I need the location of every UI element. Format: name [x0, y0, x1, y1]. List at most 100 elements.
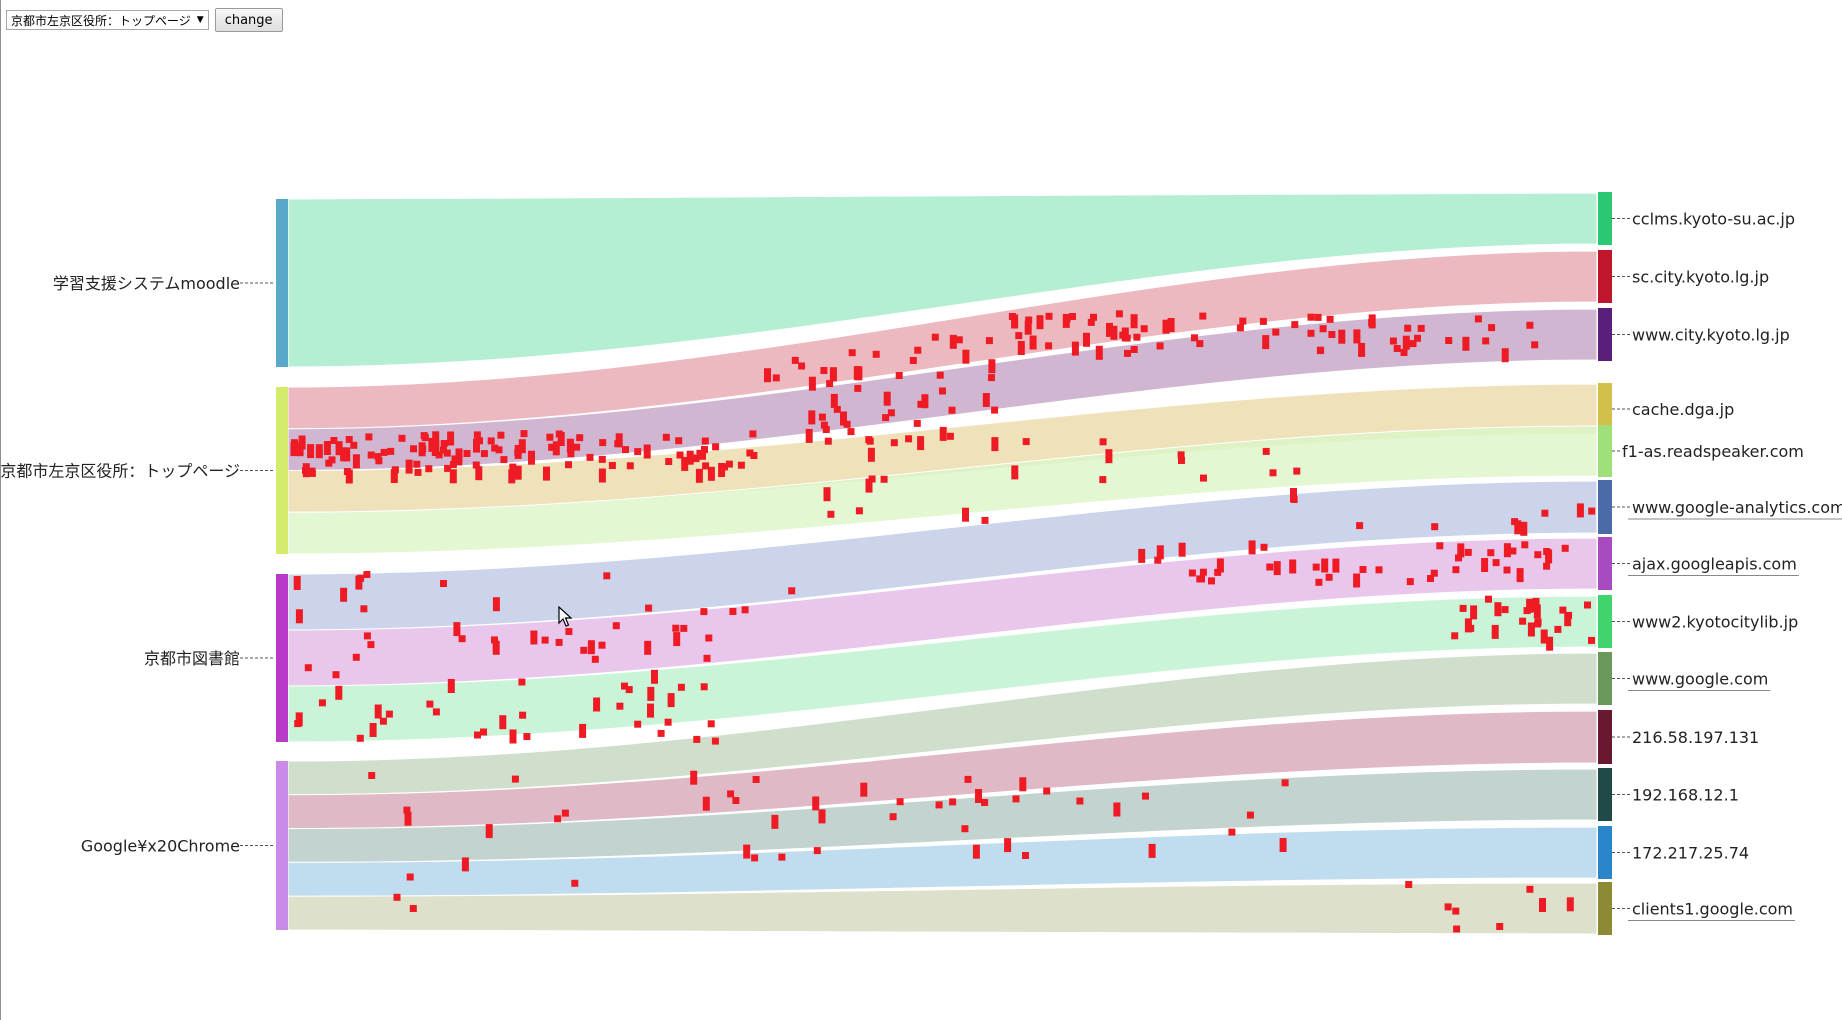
link-library-www2[interactable]	[287, 595, 1598, 743]
traffic-particle	[982, 393, 990, 407]
traffic-particle	[703, 654, 711, 662]
traffic-particle	[805, 428, 813, 443]
source-node-sakyo[interactable]	[276, 387, 288, 554]
traffic-particle	[1404, 324, 1412, 332]
link-chrome-ip192[interactable]	[287, 768, 1598, 863]
traffic-particle	[1531, 341, 1539, 349]
traffic-particle	[432, 431, 440, 446]
traffic-particle	[847, 428, 855, 436]
target-node-cclms[interactable]	[1598, 192, 1612, 245]
traffic-particle	[732, 797, 740, 804]
traffic-particle	[750, 452, 758, 459]
target-node-ip172[interactable]	[1598, 826, 1612, 879]
target-node-f1[interactable]	[1598, 425, 1612, 477]
traffic-particle	[453, 622, 461, 637]
traffic-particle	[1083, 332, 1090, 347]
traffic-particle	[1012, 795, 1020, 803]
traffic-particle	[492, 597, 500, 612]
target-node-sccity[interactable]	[1598, 250, 1612, 303]
traffic-particle	[865, 478, 873, 493]
traffic-particle	[1539, 898, 1546, 912]
link-chrome-ip172[interactable]	[287, 826, 1598, 897]
traffic-particle	[1414, 334, 1421, 342]
target-node-cache[interactable]	[1598, 383, 1612, 435]
target-node-www2[interactable]	[1598, 595, 1612, 648]
traffic-particle	[872, 350, 880, 358]
target-label-ajax: ajax.googleapis.com	[1632, 555, 1797, 574]
target-node-clients1[interactable]	[1598, 882, 1612, 935]
traffic-particle	[1559, 606, 1567, 614]
traffic-particle	[1105, 449, 1113, 464]
traffic-particle	[949, 798, 957, 806]
traffic-particle	[1260, 543, 1268, 551]
traffic-particle	[293, 576, 301, 590]
target-node-ip192[interactable]	[1598, 768, 1612, 821]
page-select[interactable]: 京都市左京区役所：トップページ ▼	[6, 10, 209, 30]
target-node-ip216[interactable]	[1598, 710, 1612, 764]
traffic-particle	[1142, 792, 1149, 800]
traffic-particle	[390, 469, 398, 483]
traffic-particle	[1491, 624, 1499, 639]
traffic-particle	[1011, 314, 1019, 329]
link-sakyo-f1[interactable]	[287, 425, 1598, 555]
traffic-particle	[541, 636, 549, 644]
link-sakyo-sccity[interactable]	[287, 250, 1598, 430]
target-node-analytics[interactable]	[1598, 480, 1612, 534]
traffic-particle	[523, 733, 531, 740]
traffic-particle	[508, 469, 516, 484]
traffic-particle	[1409, 340, 1417, 348]
traffic-particle	[298, 435, 306, 450]
change-button[interactable]: change	[214, 8, 283, 32]
traffic-particle	[603, 572, 611, 580]
traffic-particle	[743, 844, 751, 859]
traffic-particle	[1140, 325, 1148, 333]
link-chrome-clients1[interactable]	[287, 882, 1598, 935]
target-node-google[interactable]	[1598, 652, 1612, 705]
traffic-particle	[1015, 332, 1023, 340]
traffic-particle	[593, 697, 601, 712]
traffic-particle	[676, 451, 684, 459]
traffic-particle	[1526, 598, 1534, 613]
traffic-particle	[921, 394, 929, 409]
target-node-wwwcity[interactable]	[1598, 308, 1612, 361]
source-node-chrome[interactable]	[276, 761, 288, 930]
traffic-particle	[1332, 558, 1340, 573]
traffic-particle	[304, 664, 312, 672]
traffic-particle	[647, 703, 654, 718]
traffic-particle	[1561, 544, 1569, 552]
traffic-particle	[557, 432, 565, 446]
traffic-particle	[1405, 881, 1413, 888]
traffic-particle	[1492, 559, 1500, 567]
traffic-particle	[665, 458, 673, 465]
traffic-particle	[403, 806, 411, 814]
traffic-particle	[1115, 310, 1123, 318]
traffic-particle	[1526, 885, 1534, 893]
traffic-particle	[1488, 324, 1496, 332]
traffic-particle	[393, 893, 401, 901]
link-chrome-google[interactable]	[287, 652, 1598, 796]
traffic-particle	[964, 775, 972, 783]
traffic-particle	[1554, 625, 1562, 633]
link-chrome-ip216[interactable]	[287, 710, 1598, 830]
traffic-particle	[667, 693, 675, 708]
traffic-particle	[778, 853, 786, 861]
traffic-particle	[418, 442, 426, 457]
traffic-particle	[1431, 523, 1439, 531]
traffic-particle	[1291, 321, 1299, 329]
traffic-particle	[1167, 318, 1175, 332]
traffic-particle	[443, 449, 451, 457]
traffic-particle	[335, 685, 343, 700]
traffic-particle	[1526, 321, 1534, 329]
traffic-particle	[315, 444, 323, 459]
target-label-google: www.google.com	[1632, 670, 1768, 689]
source-node-moodle[interactable]	[276, 199, 288, 367]
target-node-ajax[interactable]	[1598, 537, 1612, 590]
traffic-particle	[772, 374, 780, 382]
traffic-particle	[1326, 315, 1334, 323]
source-node-library[interactable]	[276, 574, 288, 742]
traffic-particle	[1444, 903, 1452, 911]
traffic-particle	[1389, 337, 1397, 345]
link-library-ajax[interactable]	[287, 537, 1598, 687]
target-label-analytics: www.google-analytics.com	[1632, 498, 1842, 517]
traffic-particle	[905, 435, 913, 443]
